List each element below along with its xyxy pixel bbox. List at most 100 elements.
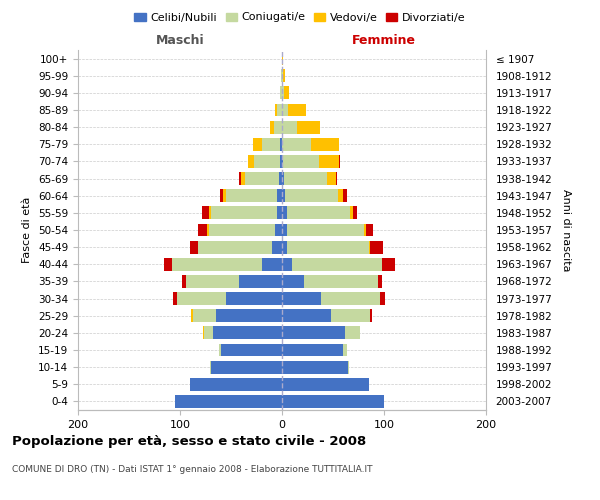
Bar xyxy=(275,224,282,236)
Bar xyxy=(298,120,320,134)
Y-axis label: Fasce di età: Fasce di età xyxy=(22,197,32,263)
Bar xyxy=(284,86,289,100)
Bar xyxy=(199,224,206,236)
Bar xyxy=(272,240,282,254)
Bar xyxy=(206,224,209,236)
Bar xyxy=(282,395,384,408)
Text: Popolazione per età, sesso e stato civile - 2008: Popolazione per età, sesso e stato civil… xyxy=(12,435,366,448)
Bar xyxy=(173,292,177,305)
Bar xyxy=(282,378,369,390)
Bar xyxy=(321,292,380,305)
Bar xyxy=(282,310,331,322)
Bar xyxy=(285,190,338,202)
Bar xyxy=(282,224,287,236)
Bar xyxy=(262,138,280,150)
Bar xyxy=(336,172,337,185)
Bar xyxy=(202,206,209,220)
Bar xyxy=(275,104,277,117)
Bar xyxy=(209,360,211,374)
Bar xyxy=(262,258,282,270)
Bar xyxy=(378,275,382,288)
Bar xyxy=(282,172,284,185)
Bar xyxy=(282,275,304,288)
Bar xyxy=(172,258,262,270)
Bar xyxy=(311,138,339,150)
Bar xyxy=(248,155,254,168)
Bar xyxy=(370,310,372,322)
Bar xyxy=(284,172,327,185)
Bar xyxy=(191,310,193,322)
Bar xyxy=(216,310,282,322)
Bar xyxy=(211,360,282,374)
Bar xyxy=(241,172,245,185)
Bar xyxy=(177,292,226,305)
Bar xyxy=(283,155,319,168)
Bar xyxy=(369,240,370,254)
Bar xyxy=(319,155,339,168)
Bar xyxy=(277,206,282,220)
Bar xyxy=(277,104,282,117)
Bar xyxy=(353,206,358,220)
Bar xyxy=(280,138,282,150)
Bar xyxy=(209,206,211,220)
Bar xyxy=(280,155,282,168)
Legend: Celibi/Nubili, Coniugati/e, Vedovi/e, Divorziati/e: Celibi/Nubili, Coniugati/e, Vedovi/e, Di… xyxy=(130,8,470,27)
Bar xyxy=(282,240,287,254)
Bar xyxy=(205,326,212,340)
Bar xyxy=(292,258,382,270)
Text: Maschi: Maschi xyxy=(155,34,205,46)
Bar xyxy=(212,326,282,340)
Bar xyxy=(164,258,172,270)
Bar xyxy=(343,190,347,202)
Text: Femmine: Femmine xyxy=(352,34,416,46)
Bar xyxy=(211,206,277,220)
Bar xyxy=(245,172,279,185)
Bar xyxy=(350,206,353,220)
Bar xyxy=(327,172,336,185)
Bar xyxy=(193,310,216,322)
Bar xyxy=(282,326,345,340)
Bar xyxy=(364,224,365,236)
Bar xyxy=(282,206,287,220)
Bar xyxy=(365,224,373,236)
Bar xyxy=(282,120,298,134)
Bar xyxy=(175,395,282,408)
Bar xyxy=(209,224,275,236)
Bar xyxy=(282,86,284,100)
Bar xyxy=(304,275,378,288)
Bar xyxy=(370,240,383,254)
Bar xyxy=(282,190,285,202)
Bar xyxy=(343,344,347,356)
Bar xyxy=(287,240,369,254)
Bar xyxy=(190,240,199,254)
Bar xyxy=(331,310,370,322)
Bar xyxy=(253,138,262,150)
Bar xyxy=(282,52,283,65)
Bar xyxy=(282,344,343,356)
Bar xyxy=(287,206,350,220)
Text: COMUNE DI DRO (TN) - Dati ISTAT 1° gennaio 2008 - Elaborazione TUTTITALIA.IT: COMUNE DI DRO (TN) - Dati ISTAT 1° genna… xyxy=(12,465,373,474)
Bar xyxy=(182,275,186,288)
Bar xyxy=(199,240,272,254)
Bar xyxy=(283,70,285,82)
Bar xyxy=(186,275,239,288)
Bar xyxy=(282,360,349,374)
Bar xyxy=(239,172,241,185)
Bar xyxy=(220,190,223,202)
Bar xyxy=(219,344,221,356)
Bar xyxy=(287,224,364,236)
Bar xyxy=(382,258,395,270)
Bar xyxy=(203,326,205,340)
Bar xyxy=(223,190,226,202)
Bar xyxy=(270,120,274,134)
Bar xyxy=(339,155,340,168)
Bar xyxy=(282,258,292,270)
Bar xyxy=(282,138,311,150)
Bar xyxy=(226,190,277,202)
Bar xyxy=(226,292,282,305)
Bar xyxy=(288,104,307,117)
Bar xyxy=(279,172,282,185)
Bar xyxy=(280,86,282,100)
Bar xyxy=(345,326,359,340)
Bar xyxy=(221,344,282,356)
